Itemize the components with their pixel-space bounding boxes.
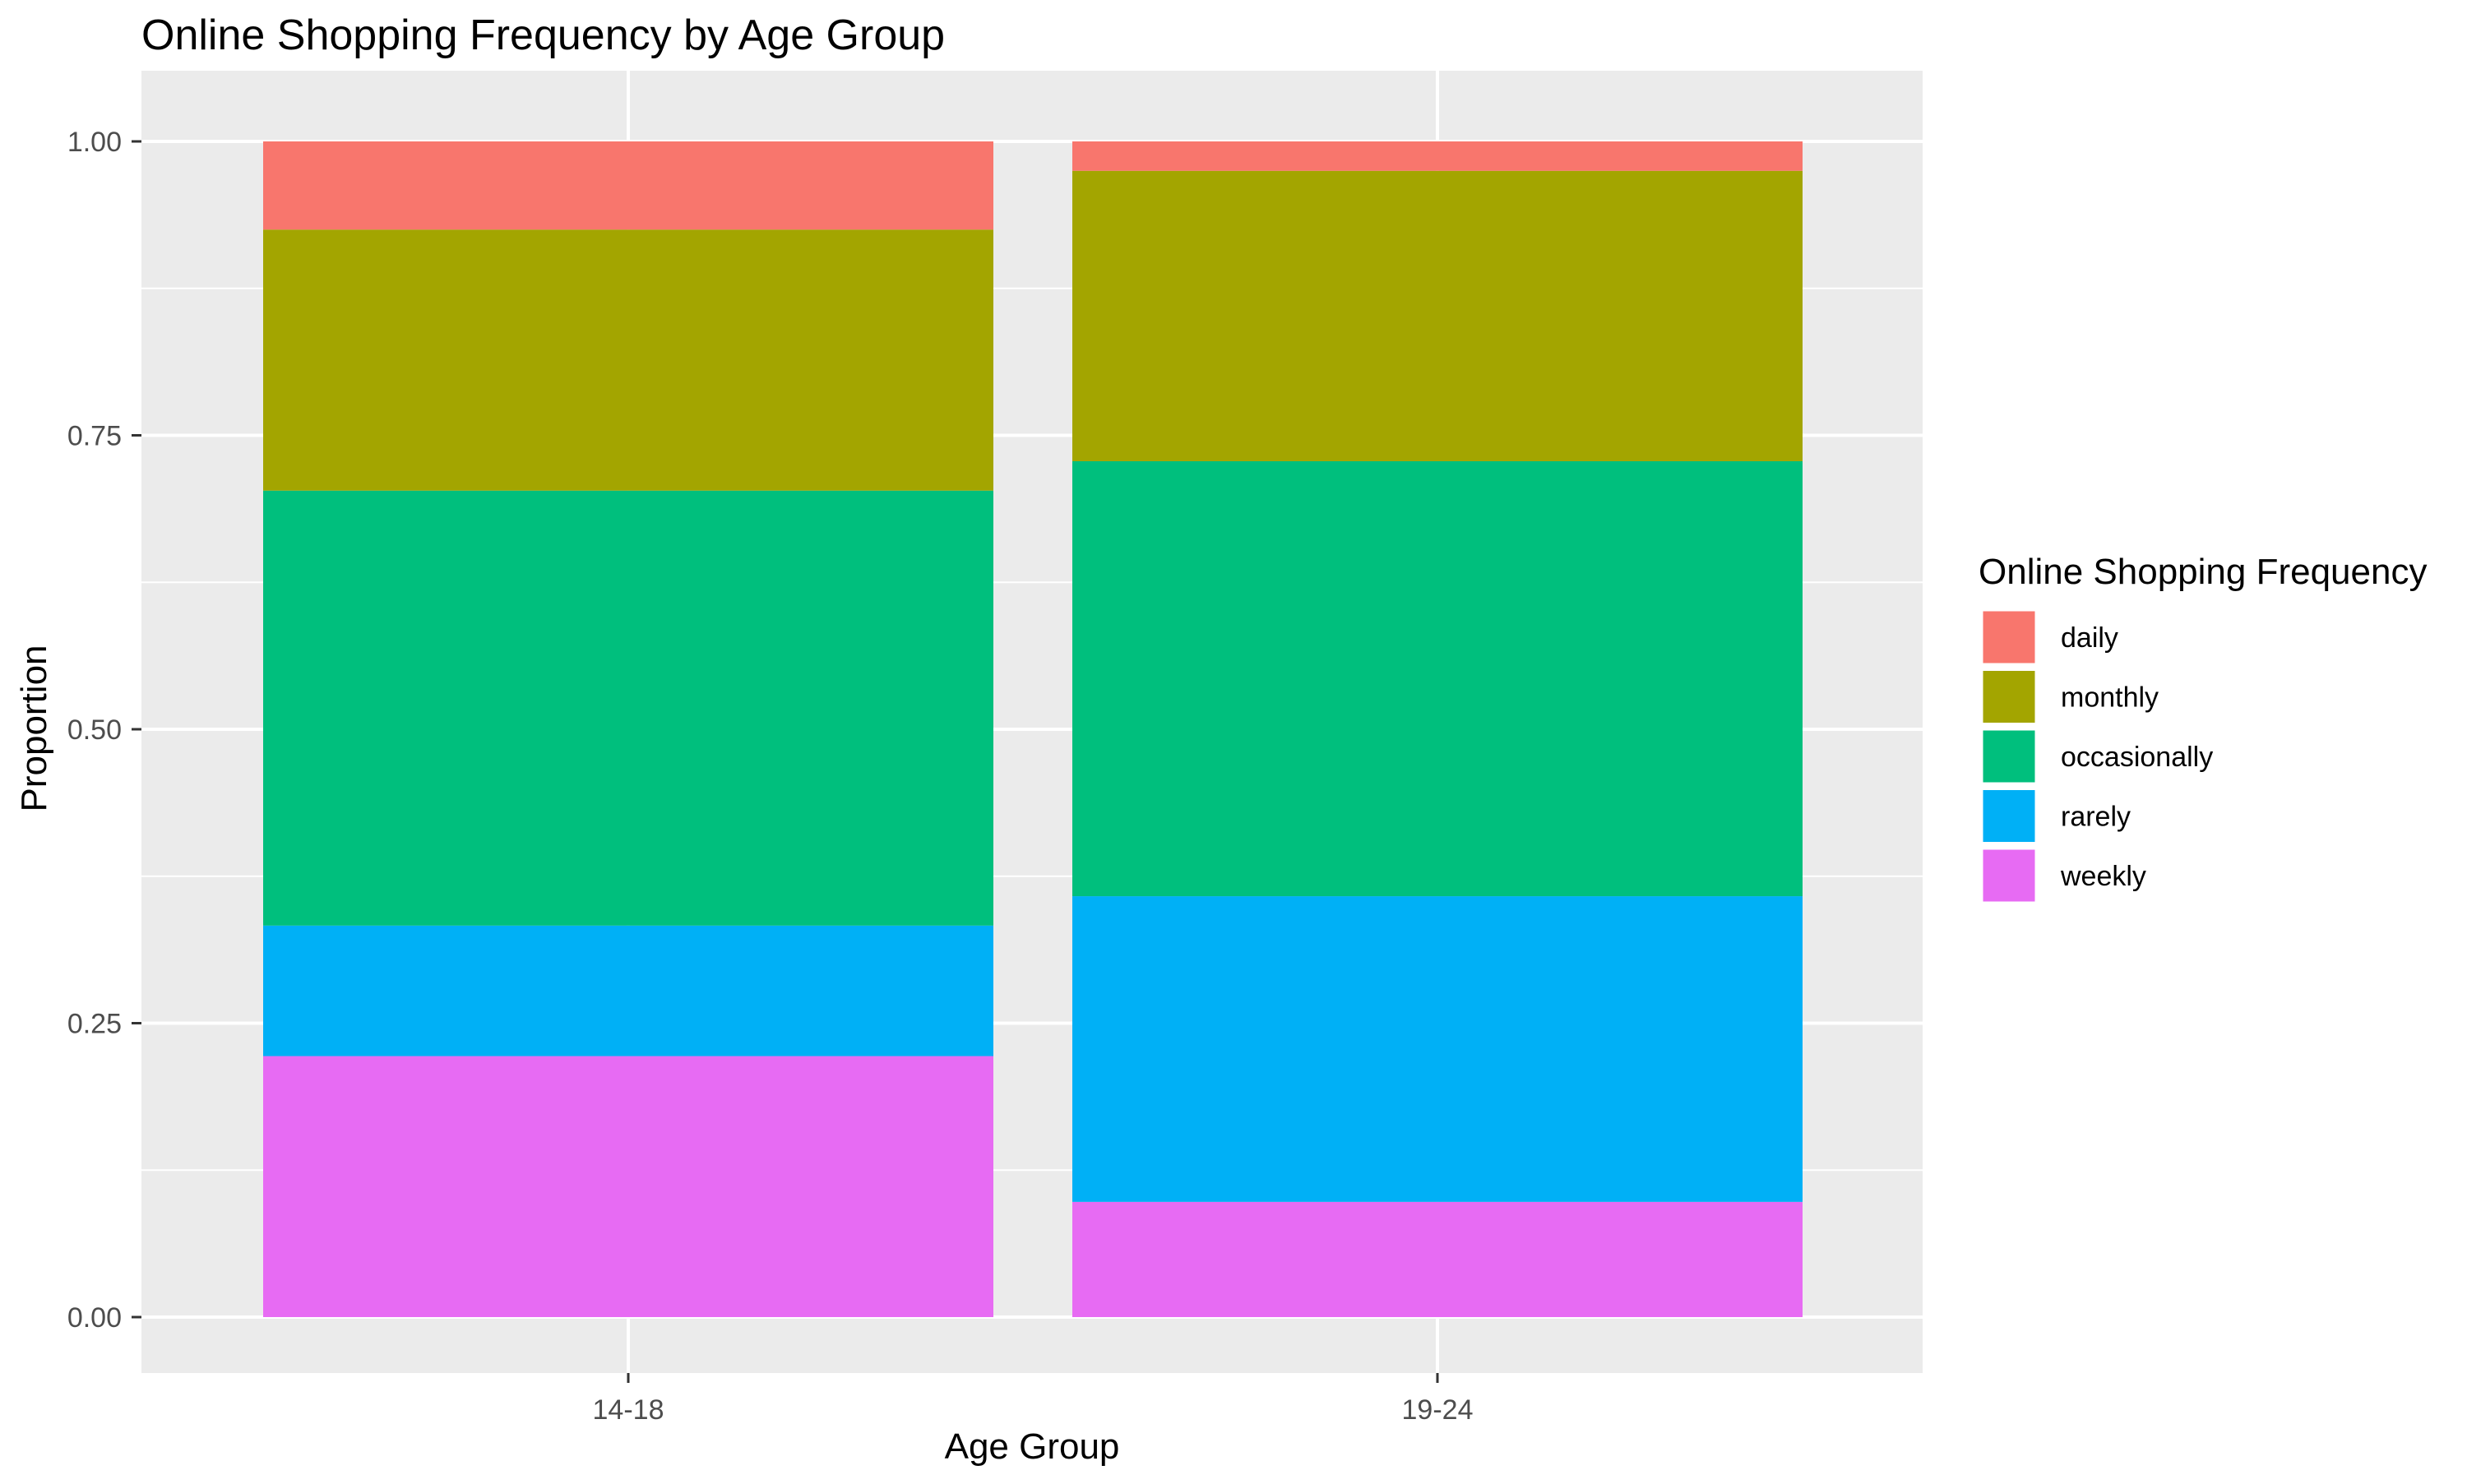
legend-key-weekly xyxy=(1980,847,2038,904)
y-axis-title: Proportion xyxy=(14,645,54,811)
y-tick-label: 0.50 xyxy=(67,714,122,746)
legend-key-rarely xyxy=(1980,788,2038,844)
bars xyxy=(263,141,1803,1317)
bar-segment-monthly-14-18 xyxy=(263,229,993,491)
chart-title: Online Shopping Frequency by Age Group xyxy=(141,12,945,59)
bar-segment-daily-14-18 xyxy=(263,141,993,230)
y-axis: 0.00 0.25 0.50 0.75 1.00 xyxy=(67,127,141,1334)
legend-key-daily xyxy=(1980,608,2038,666)
legend-key-occasionally xyxy=(1980,728,2038,785)
legend-title: Online Shopping Frequency xyxy=(1979,552,2427,592)
bar-segment-rarely-19-24 xyxy=(1072,896,1803,1202)
legend-label-monthly: monthly xyxy=(2061,682,2159,714)
y-tick-label: 0.25 xyxy=(67,1009,122,1040)
legend-label-rarely: rarely xyxy=(2061,802,2131,833)
bar-segment-daily-19-24 xyxy=(1072,141,1803,171)
y-tick-label: 1.00 xyxy=(67,127,122,158)
bar-segment-occasionally-19-24 xyxy=(1072,460,1803,897)
legend: Online Shopping Frequency daily monthly oc… xyxy=(1979,552,2427,904)
x-tick-label: 19-24 xyxy=(1402,1394,1474,1426)
legend-label-daily: daily xyxy=(2061,622,2118,654)
legend-items: daily monthly occasionally rarely weekly xyxy=(1980,608,2213,904)
x-tick-label: 14-18 xyxy=(593,1394,664,1426)
bar-segment-monthly-19-24 xyxy=(1072,170,1803,461)
bar-segment-occasionally-14-18 xyxy=(263,490,993,926)
bar-segment-weekly-19-24 xyxy=(1072,1201,1803,1317)
legend-key-monthly xyxy=(1980,668,2038,725)
x-axis: 14-18 19-24 xyxy=(593,1373,1474,1426)
y-tick-label: 0.75 xyxy=(67,421,122,452)
x-axis-title: Age Group xyxy=(945,1426,1120,1467)
bar-segment-rarely-14-18 xyxy=(263,925,993,1056)
bar-segment-weekly-14-18 xyxy=(263,1056,993,1317)
legend-label-weekly: weekly xyxy=(2060,861,2146,892)
legend-label-occasionally: occasionally xyxy=(2061,742,2213,773)
y-tick-label: 0.00 xyxy=(67,1302,122,1334)
